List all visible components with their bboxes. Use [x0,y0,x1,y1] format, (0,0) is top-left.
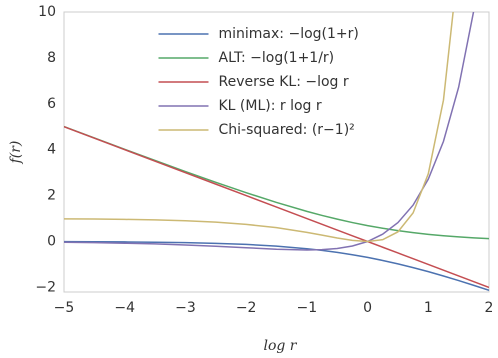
x-tick-label: −4 [114,300,135,316]
x-tick-label: 1 [424,300,433,316]
legend-label: ALT: −log(1+1/r) [219,50,335,66]
plot-frame [63,11,490,293]
x-axis-label: log r [263,338,297,354]
legend-label: KL (ML): r log r [219,98,322,114]
y-tick-label: 4 [47,142,56,158]
y-tick-label: 2 [47,188,56,204]
legend-label: minimax: −log(1+r) [219,26,359,42]
series-line [64,126,489,289]
y-tick-label: 8 [47,50,56,66]
y-tick-label: 0 [47,234,56,250]
x-tick-label: −2 [236,300,257,316]
x-tick-label: −5 [54,300,75,316]
y-tick-label: 6 [47,96,56,112]
x-tick-label: −1 [297,300,318,316]
series-line [64,12,454,243]
x-tick-label: −3 [175,300,196,316]
series-line [64,240,489,292]
x-tick-label: 0 [363,300,372,316]
series-line [64,12,475,251]
y-axis-label: f(r) [8,141,24,165]
series-line [64,125,489,240]
y-tick-label: −2 [35,279,56,295]
y-tick-label: 10 [38,4,56,20]
x-tick-label: 2 [485,300,494,316]
legend-label: Reverse KL: −log r [219,74,349,90]
legend-label: Chi-squared: (r−1)² [219,122,355,138]
